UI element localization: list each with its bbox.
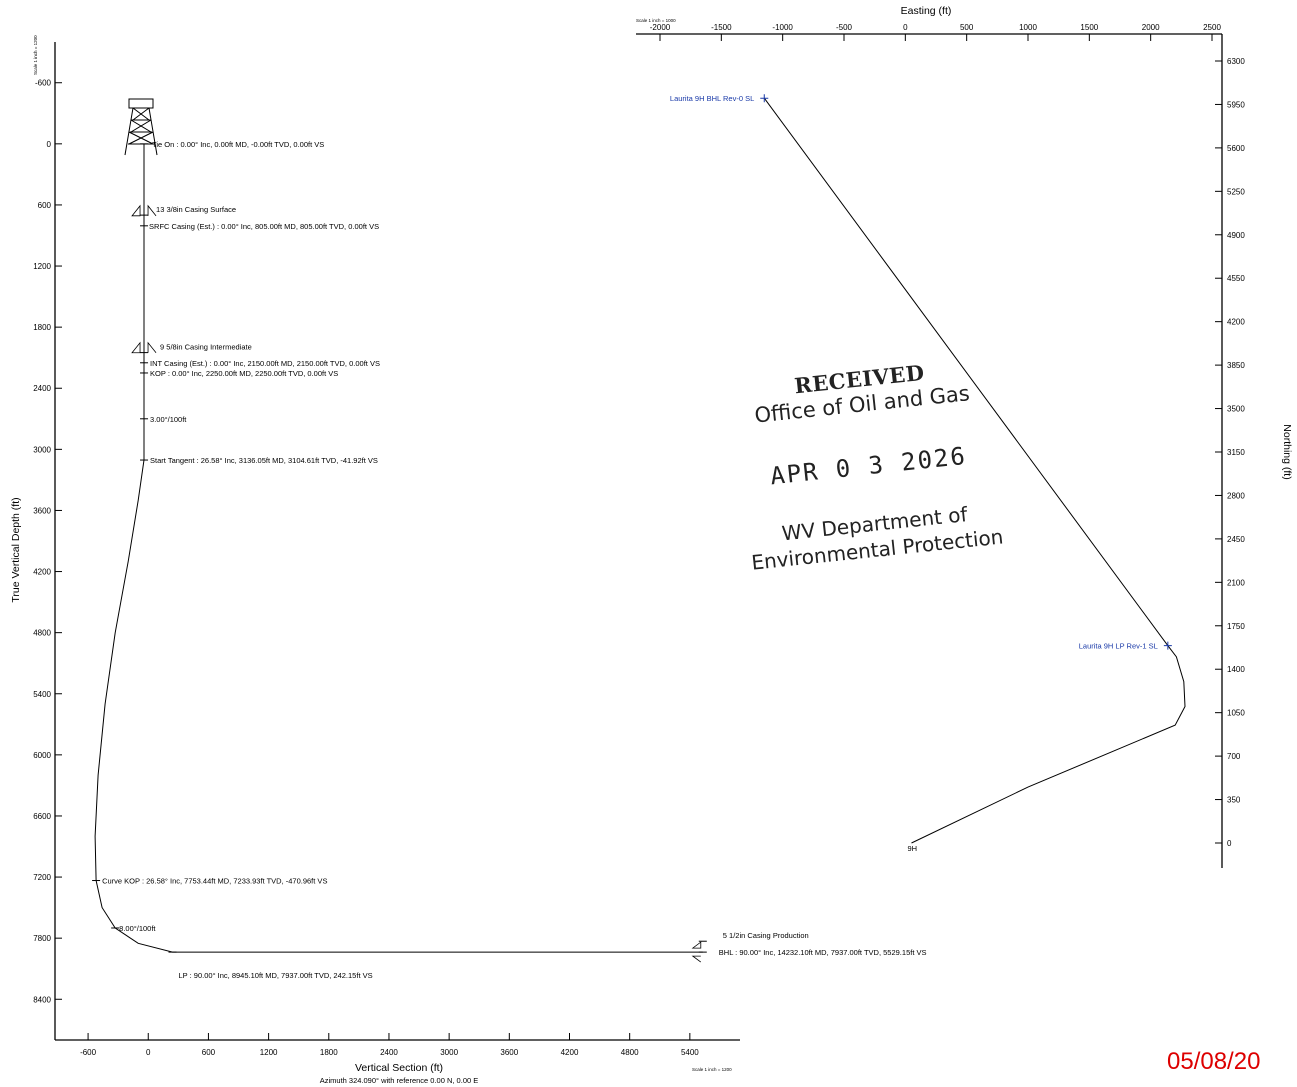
- pl-x-tick-label: -500: [836, 23, 853, 32]
- vs-scale-note-bottom: Scale 1 inch = 1200: [692, 1067, 732, 1072]
- pl-y-tick-label: 0: [1227, 839, 1232, 848]
- pl-y-tick-label: 350: [1227, 796, 1241, 805]
- vs-y-tick-label: 4800: [33, 629, 51, 638]
- pl-y-tick-label: 3500: [1227, 405, 1245, 414]
- pl-y-tick-label: 700: [1227, 752, 1241, 761]
- vs-y-tick-label: 1800: [33, 323, 51, 332]
- vs-x-tick-label: 4800: [621, 1048, 639, 1057]
- pl-x-tick-label: 2000: [1142, 23, 1160, 32]
- vs-x-tick-label: 1800: [320, 1048, 338, 1057]
- pl-y-tick-label: 4200: [1227, 318, 1245, 327]
- casing-shoe-icon: [131, 341, 157, 354]
- vs-x-tick-label: 4200: [561, 1048, 579, 1057]
- vs-annotation-label: 13 3/8in Casing Surface: [156, 205, 236, 214]
- pl-y-tick-label: 5600: [1227, 144, 1245, 153]
- pl-y-tick-label: 1050: [1227, 709, 1245, 718]
- pl-y-tick-label: 3150: [1227, 448, 1245, 457]
- vs-x-tick-label: 3600: [500, 1048, 518, 1057]
- pl-x-tick-label: -1000: [772, 23, 793, 32]
- vs-x-tick-label: 0: [146, 1048, 151, 1057]
- vs-y-tick-label: 1200: [33, 262, 51, 271]
- vs-x-tick-label: 600: [202, 1048, 216, 1057]
- pl-y-tick-label: 5950: [1227, 100, 1245, 109]
- pl-y-axis-label: Northing (ft): [1281, 424, 1293, 479]
- vs-annotation-label: Tie On : 0.00° Inc, 0.00ft MD, -0.00ft T…: [152, 140, 324, 149]
- vs-y-tick-label: 0: [47, 140, 52, 149]
- pl-y-tick-label: 6300: [1227, 57, 1245, 66]
- vs-y-tick-label: 7200: [33, 873, 51, 882]
- vs-y-tick-label: 4200: [33, 568, 51, 577]
- vs-x-tick-label: 1200: [260, 1048, 278, 1057]
- vs-annotation-label: 3.00°/100ft: [150, 415, 187, 424]
- vs-y-tick-label: 5400: [33, 690, 51, 699]
- pl-y-tick-label: 4550: [1227, 274, 1245, 283]
- vs-y-tick-label: 3000: [33, 445, 51, 454]
- vs-annotation-label: 8.00°/100ft: [119, 924, 156, 933]
- pl-wellpath-line: [763, 97, 1186, 844]
- vs-y-tick-label: 3600: [33, 506, 51, 515]
- vs-annotation-label: INT Casing (Est.) : 0.00° Inc, 2150.00ft…: [150, 359, 380, 368]
- pl-scale-note: Scale 1 inch = 1000: [636, 18, 676, 23]
- vs-y-tick-label: -600: [35, 79, 52, 88]
- pl-target-label: Laurita 9H LP Rev-1 SL: [1079, 642, 1158, 651]
- vs-annotation-label: LP : 90.00° Inc, 8945.10ft MD, 7937.00ft…: [179, 971, 373, 980]
- vs-wellpath-line: [94, 143, 703, 953]
- casing-shoe-icon: [691, 941, 702, 963]
- vs-annotation-label: BHL : 90.00° Inc, 14232.10ft MD, 7937.00…: [719, 948, 927, 957]
- vs-y-tick-label: 7800: [33, 934, 51, 943]
- vs-x-tick-label: 5400: [681, 1048, 699, 1057]
- vs-y-axis-label: True Vertical Depth (ft): [10, 497, 22, 602]
- pl-target-label: Laurita 9H BHL Rev-0 SL: [670, 94, 754, 103]
- vs-x-axis-label: Vertical Section (ft): [355, 1062, 443, 1074]
- pl-surface-label: 9H: [907, 844, 917, 853]
- pl-y-tick-label: 2450: [1227, 535, 1245, 544]
- vs-annotation-label: Start Tangent : 26.58° Inc, 3136.05ft MD…: [150, 456, 378, 465]
- pl-target-marker: [1163, 641, 1172, 650]
- pl-x-tick-label: -2000: [650, 23, 671, 32]
- stamp-date: APR 0 3 2026: [768, 441, 969, 491]
- vs-y-tick-label: 600: [38, 201, 52, 210]
- received-stamp: RECEIVED Office of Oil and Gas APR 0 3 2…: [688, 343, 1051, 617]
- pl-y-tick-label: 4900: [1227, 231, 1245, 240]
- pl-x-axis-label: Easting (ft): [901, 5, 952, 17]
- vs-x-axis-sublabel: Azimuth 324.090° with reference 0.00 N, …: [320, 1076, 479, 1085]
- pl-x-tick-label: 1000: [1019, 23, 1037, 32]
- vs-y-tick-label: 6600: [33, 812, 51, 821]
- pl-y-tick-label: 1400: [1227, 665, 1245, 674]
- pl-x-tick-label: -1500: [711, 23, 732, 32]
- pl-x-tick-label: 2500: [1203, 23, 1221, 32]
- vs-annotation-label: 9 5/8in Casing Intermediate: [160, 343, 252, 352]
- vs-y-tick-label: 6000: [33, 751, 51, 760]
- vs-x-tick-label: 2400: [380, 1048, 398, 1057]
- pl-x-tick-label: 0: [903, 23, 908, 32]
- pl-x-tick-label: 1500: [1080, 23, 1098, 32]
- pl-y-tick-label: 5250: [1227, 187, 1245, 196]
- pl-target-marker: [760, 94, 769, 103]
- casing-shoe-icon: [131, 204, 157, 217]
- pl-y-tick-label: 1750: [1227, 622, 1245, 631]
- pl-x-tick-label: 500: [960, 23, 974, 32]
- vs-scale-note: Scale 1 inch = 1200: [33, 35, 38, 75]
- vs-y-tick-label: 8400: [33, 995, 51, 1004]
- vs-y-tick-label: 2400: [33, 384, 51, 393]
- vs-annotation-label: KOP : 0.00° Inc, 2250.00ft MD, 2250.00ft…: [150, 369, 338, 378]
- vs-annotation-label: SRFC Casing (Est.) : 0.00° Inc, 805.00ft…: [149, 222, 379, 231]
- drilling-rig-icon: [124, 98, 158, 156]
- vs-x-tick-label: 3000: [440, 1048, 458, 1057]
- pl-y-tick-label: 2100: [1227, 578, 1245, 587]
- vs-annotation-label: Curve KOP : 26.58° Inc, 7753.44ft MD, 72…: [102, 877, 327, 886]
- vs-x-tick-label: -600: [80, 1048, 97, 1057]
- pl-y-tick-label: 3850: [1227, 361, 1245, 370]
- footer-date: 05/08/20: [1167, 1048, 1261, 1075]
- pl-y-tick-label: 2800: [1227, 491, 1245, 500]
- vs-annotation-label: 5 1/2in Casing Production: [723, 931, 809, 940]
